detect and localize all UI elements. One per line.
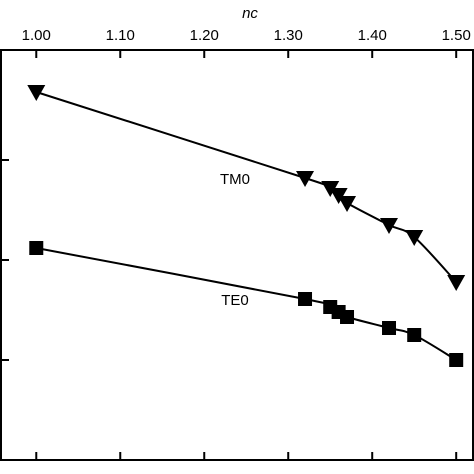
marker-square xyxy=(29,241,44,255)
x-tick-label: 1.40 xyxy=(358,27,387,44)
marker-triangle xyxy=(405,230,424,246)
marker-square xyxy=(340,310,355,324)
x-tick-label: 1.30 xyxy=(274,27,303,44)
marker-square xyxy=(298,292,313,306)
x-tick-label: 1.20 xyxy=(190,27,219,44)
marker-triangle xyxy=(380,218,399,234)
x-tick-label: 1.10 xyxy=(106,27,135,44)
marker-triangle xyxy=(296,171,315,187)
marker-square xyxy=(382,321,397,335)
marker-triangle xyxy=(27,85,46,101)
plot-frame xyxy=(0,49,474,461)
marker-triangle xyxy=(447,275,466,291)
series-label: TM0 xyxy=(220,171,250,188)
marker-square xyxy=(449,353,464,367)
x-axis-label: nc xyxy=(242,5,258,22)
x-tick-label: 1.00 xyxy=(22,27,51,44)
marker-triangle xyxy=(338,196,357,212)
x-tick-label: 1.50 xyxy=(442,27,471,44)
series-label: TE0 xyxy=(221,292,249,309)
marker-square xyxy=(407,328,422,342)
